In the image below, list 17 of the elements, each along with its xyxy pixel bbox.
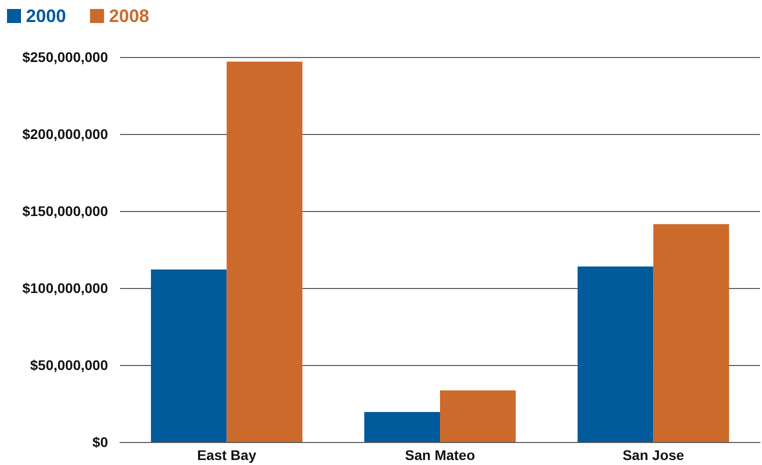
bar (578, 266, 654, 442)
bar (653, 224, 730, 442)
bar (364, 412, 440, 442)
legend-label: 2000 (26, 6, 66, 26)
bar (150, 270, 227, 442)
y-tick-label: $100,000,000 (22, 280, 108, 296)
x-tick-label: East Bay (197, 447, 256, 463)
bar (440, 390, 516, 442)
y-tick-label: $250,000,000 (22, 49, 108, 65)
y-tick-label: $200,000,000 (22, 126, 108, 142)
bar (226, 62, 302, 442)
x-tick-label: San Mateo (404, 447, 476, 463)
y-tick-label: $0 (92, 434, 108, 450)
legend-label: 2008 (109, 6, 150, 26)
y-tick-label: $50,000,000 (30, 357, 108, 373)
x-tick-label: San Jose (622, 447, 684, 463)
y-tick-label: $150,000,000 (22, 203, 108, 219)
